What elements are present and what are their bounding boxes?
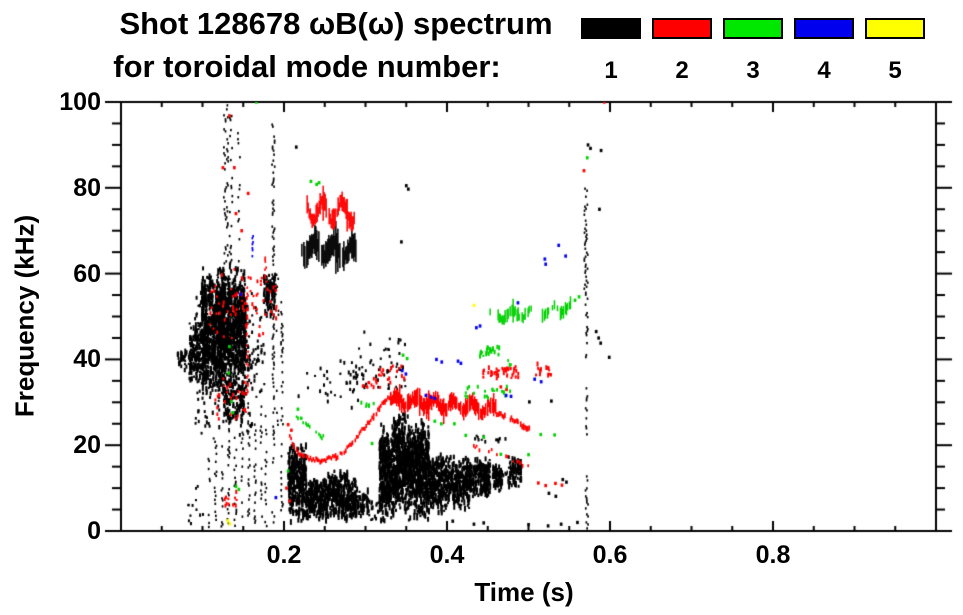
y-tick-label-80: 80 (73, 173, 101, 202)
x-tick-label-0.2: 0.2 (266, 541, 302, 569)
x-axis-title: Time (s) (474, 577, 574, 607)
y-axis-title: Frequency (kHz) (9, 214, 40, 418)
y-tick-label-100: 100 (59, 88, 101, 116)
y-tick-label-60: 60 (73, 259, 101, 288)
x-tick-label-0.4: 0.4 (429, 541, 465, 569)
y-tick-label-0: 0 (87, 517, 101, 545)
x-tick-label-0.6: 0.6 (592, 541, 628, 569)
y-tick-label-40: 40 (73, 345, 101, 374)
x-tick-label-0.8: 0.8 (755, 541, 791, 569)
y-tick-label-20: 20 (73, 431, 101, 460)
